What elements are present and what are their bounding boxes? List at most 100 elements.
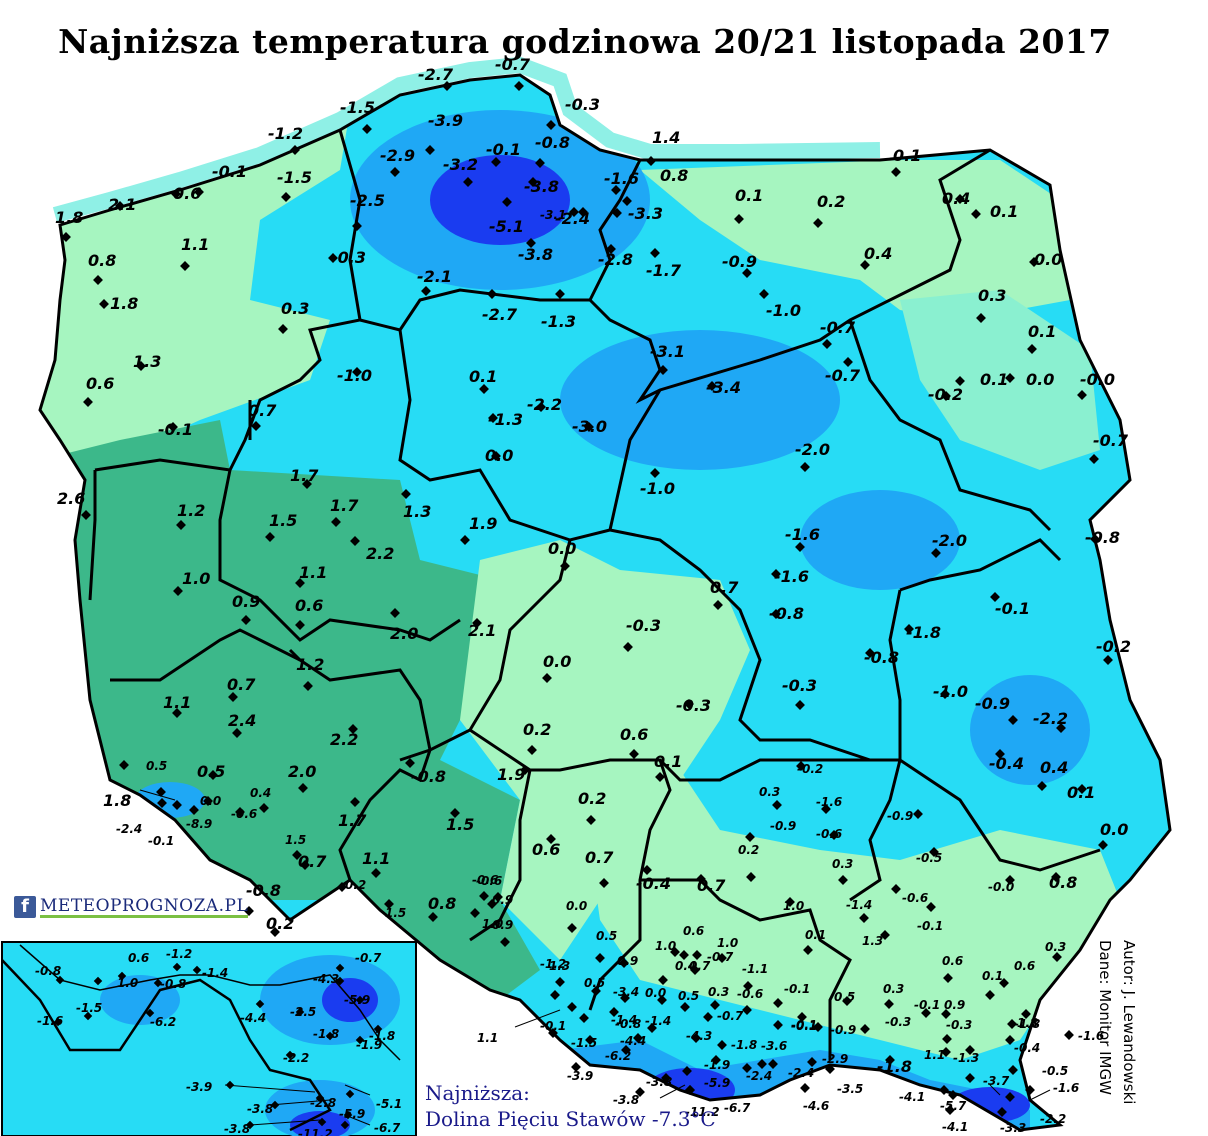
station-temperature-label: 0.7 bbox=[697, 876, 726, 895]
station-temperature-label: -3.0 bbox=[572, 417, 607, 436]
zone-warm-west bbox=[40, 420, 540, 1000]
station-marker bbox=[584, 422, 594, 432]
station-marker bbox=[136, 361, 146, 371]
inset-station-marker bbox=[295, 1007, 305, 1017]
station-marker bbox=[371, 868, 381, 878]
station-temperature-label: 0.0 bbox=[645, 986, 666, 1000]
station-temperature-label: -0.6 bbox=[476, 874, 502, 888]
inset-temperature-label: -0.7 bbox=[355, 951, 382, 965]
station-temperature-label: -1.6 bbox=[1078, 1029, 1104, 1043]
station-temperature-label: -2.2 bbox=[1033, 709, 1068, 728]
station-marker bbox=[1089, 454, 1099, 464]
station-marker bbox=[621, 1045, 631, 1055]
station-temperature-label: -0.7 bbox=[820, 318, 856, 337]
station-marker bbox=[813, 218, 823, 228]
inset-temperature-label: -1.8 bbox=[369, 1029, 395, 1043]
station-temperature-label: -2.4 bbox=[788, 1066, 814, 1080]
station-marker bbox=[757, 1059, 767, 1069]
station-temperature-label: -0.1 bbox=[148, 834, 174, 848]
author-credit: Autor: J. Lewandowski bbox=[1120, 940, 1138, 1105]
station-marker bbox=[891, 167, 901, 177]
logo-text[interactable]: METEOPROGNOZA.PL bbox=[40, 895, 249, 918]
station-marker bbox=[1077, 784, 1087, 794]
station-marker bbox=[1037, 781, 1047, 791]
inset-temperature-label: -1.2 bbox=[166, 947, 192, 961]
station-temperature-label: -0.3 bbox=[946, 1018, 972, 1032]
station-marker bbox=[772, 800, 782, 810]
station-marker bbox=[579, 1013, 589, 1023]
station-temperature-label: -0.7 bbox=[1093, 431, 1129, 450]
station-temperature-label: -0.3 bbox=[782, 676, 817, 695]
station-marker bbox=[829, 830, 839, 840]
station-temperature-label: 1.5 bbox=[285, 833, 306, 847]
station-marker bbox=[1005, 1035, 1015, 1045]
station-temperature-label: 1.7 bbox=[330, 496, 359, 515]
station-markers bbox=[61, 81, 1113, 1117]
station-temperature-label: -2.4 bbox=[116, 822, 142, 836]
station-marker bbox=[1027, 344, 1037, 354]
station-marker bbox=[679, 950, 689, 960]
station-temperature-label: 0.6 bbox=[942, 954, 963, 968]
station-temperature-label: 0.0 bbox=[566, 899, 587, 913]
station-temperature-label: -5.7 bbox=[940, 1099, 967, 1113]
station-marker bbox=[569, 207, 579, 217]
station-temperature-label: 0.2 bbox=[523, 720, 551, 739]
station-marker bbox=[189, 805, 199, 815]
meteoprognoza-logo[interactable]: f METEOPROGNOZA.PL bbox=[14, 895, 249, 918]
station-temperature-label: -0.9 bbox=[722, 252, 757, 271]
station-marker bbox=[717, 1040, 727, 1050]
facebook-icon[interactable]: f bbox=[14, 896, 36, 918]
station-temperature-label: 1.3 bbox=[403, 502, 431, 521]
station-temperature-label: -1.6 bbox=[1053, 1081, 1079, 1095]
station-temperature-label: 0.1 bbox=[1028, 322, 1056, 341]
station-marker bbox=[1056, 723, 1066, 733]
station-marker bbox=[1077, 390, 1087, 400]
station-temperature-label: 0.8 bbox=[660, 166, 688, 185]
station-marker bbox=[965, 1073, 975, 1083]
lowest-label: Najniższa: bbox=[425, 1081, 530, 1105]
station-marker bbox=[990, 592, 1000, 602]
station-marker bbox=[690, 965, 700, 975]
station-temperature-label: 0.3 bbox=[759, 785, 780, 799]
inset-temperature-label: -5.1 bbox=[376, 1097, 402, 1111]
station-temperature-label: -1.8 bbox=[1012, 1016, 1038, 1030]
inset-temperature-label: -5.9 bbox=[344, 993, 370, 1007]
station-temperature-label: -1.1 bbox=[742, 962, 768, 976]
station-marker bbox=[208, 770, 218, 780]
station-temperature-label: 0.9 bbox=[492, 893, 513, 907]
station-marker bbox=[622, 196, 632, 206]
station-temperature-label: 1.9 bbox=[497, 765, 525, 784]
station-temperature-label: 0.1 bbox=[654, 752, 682, 771]
station-temperature-label: -2.2 bbox=[527, 395, 562, 414]
leader-lines bbox=[139, 789, 1051, 1101]
station-marker bbox=[647, 1023, 657, 1033]
station-marker bbox=[168, 422, 178, 432]
station-marker bbox=[232, 728, 242, 738]
station-temperature-label: -1.3 bbox=[953, 1051, 979, 1065]
station-temperature-label: -1.5 bbox=[340, 98, 375, 117]
station-temperature-label: -1.0 bbox=[766, 301, 801, 320]
station-temperature-label: -2.2 bbox=[1040, 1112, 1066, 1126]
station-marker bbox=[337, 882, 347, 892]
station-marker bbox=[171, 189, 181, 199]
inset-station-marker bbox=[317, 1117, 327, 1127]
station-marker bbox=[942, 1034, 952, 1044]
station-temperature-label: 0.3 bbox=[708, 985, 729, 999]
station-temperature-label: 0.3 bbox=[281, 299, 309, 318]
station-marker bbox=[995, 749, 1005, 759]
station-temperature-label: 1.5 bbox=[385, 906, 406, 920]
station-temperature-label: -0.0 bbox=[1080, 370, 1115, 389]
country-border bbox=[38, 73, 1172, 1132]
station-marker bbox=[479, 384, 489, 394]
station-temperature-label: 0.2 bbox=[266, 914, 294, 933]
station-temperature-label: -1.5 bbox=[571, 1036, 597, 1050]
station-temperature-label: -3.9 bbox=[567, 1069, 593, 1083]
station-temperature-label: 0.4 bbox=[864, 244, 892, 263]
station-marker bbox=[586, 815, 596, 825]
station-marker bbox=[493, 892, 503, 902]
station-temperature-label: -3.4 bbox=[706, 378, 741, 397]
station-marker bbox=[157, 798, 167, 808]
zone-very-cold-kashubia bbox=[430, 155, 570, 245]
station-marker bbox=[691, 1033, 701, 1043]
